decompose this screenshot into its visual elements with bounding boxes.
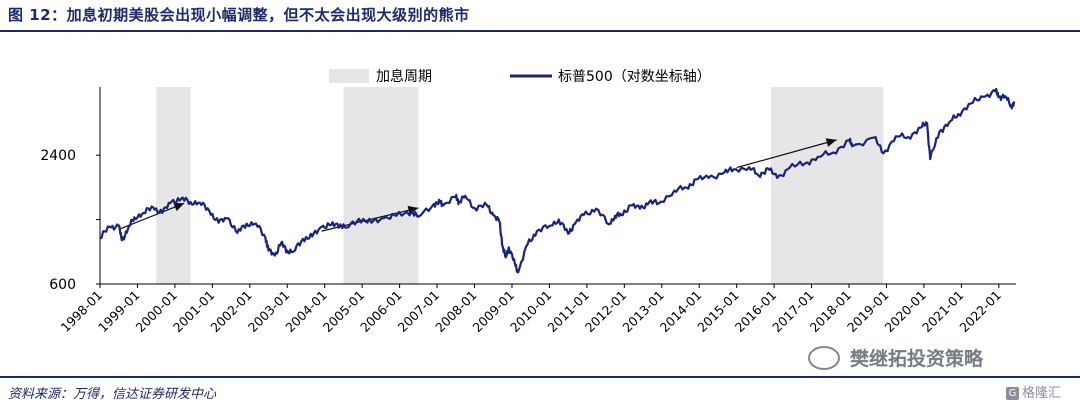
y-tick-label: 2400 — [40, 148, 76, 164]
shaded-period-1 — [156, 87, 191, 284]
series-line-1 — [99, 87, 1016, 274]
legend: 加息周期 标普500（对数坐标轴） — [329, 68, 711, 85]
trend-arrows — [118, 138, 837, 232]
series-layer — [99, 87, 1016, 274]
logo-icon: G — [1006, 387, 1019, 400]
logo: G 格隆汇 — [1006, 382, 1061, 401]
footer-divider — [0, 376, 1080, 378]
watermark: 樊继拓投资策略 — [808, 344, 983, 372]
shaded-periods — [156, 87, 884, 284]
chart-title: 图 12：加息初期美股会出现小幅调整，但不太会出现大级别的熊市 — [8, 6, 470, 24]
legend-label-line: 标普500（对数坐标轴） — [558, 69, 711, 85]
logo-text: 格隆汇 — [1022, 386, 1062, 401]
legend-label-shade: 加息周期 — [376, 68, 432, 85]
y-tick-label: 600 — [49, 277, 76, 293]
x-tick-label: 2022-01 — [956, 288, 1004, 336]
source-note: 资料来源：万得，信达证券研发中心 — [8, 387, 217, 402]
legend-shade-swatch — [329, 69, 369, 83]
chart: 60024001998-011999-012000-012001-012002-… — [40, 68, 1016, 336]
trend-arrow-3 — [736, 139, 837, 169]
trend-arrowhead-1 — [173, 202, 185, 212]
title-bar: 图 12：加息初期美股会出现小幅调整，但不太会出现大级别的熊市 — [0, 0, 1080, 32]
watermark-text: 樊继拓投资策略 — [850, 348, 984, 370]
shaded-period-2 — [343, 87, 419, 284]
trend-arrowhead-3 — [825, 138, 837, 147]
shaded-period-3 — [771, 87, 884, 284]
wechat-icon — [808, 345, 840, 370]
